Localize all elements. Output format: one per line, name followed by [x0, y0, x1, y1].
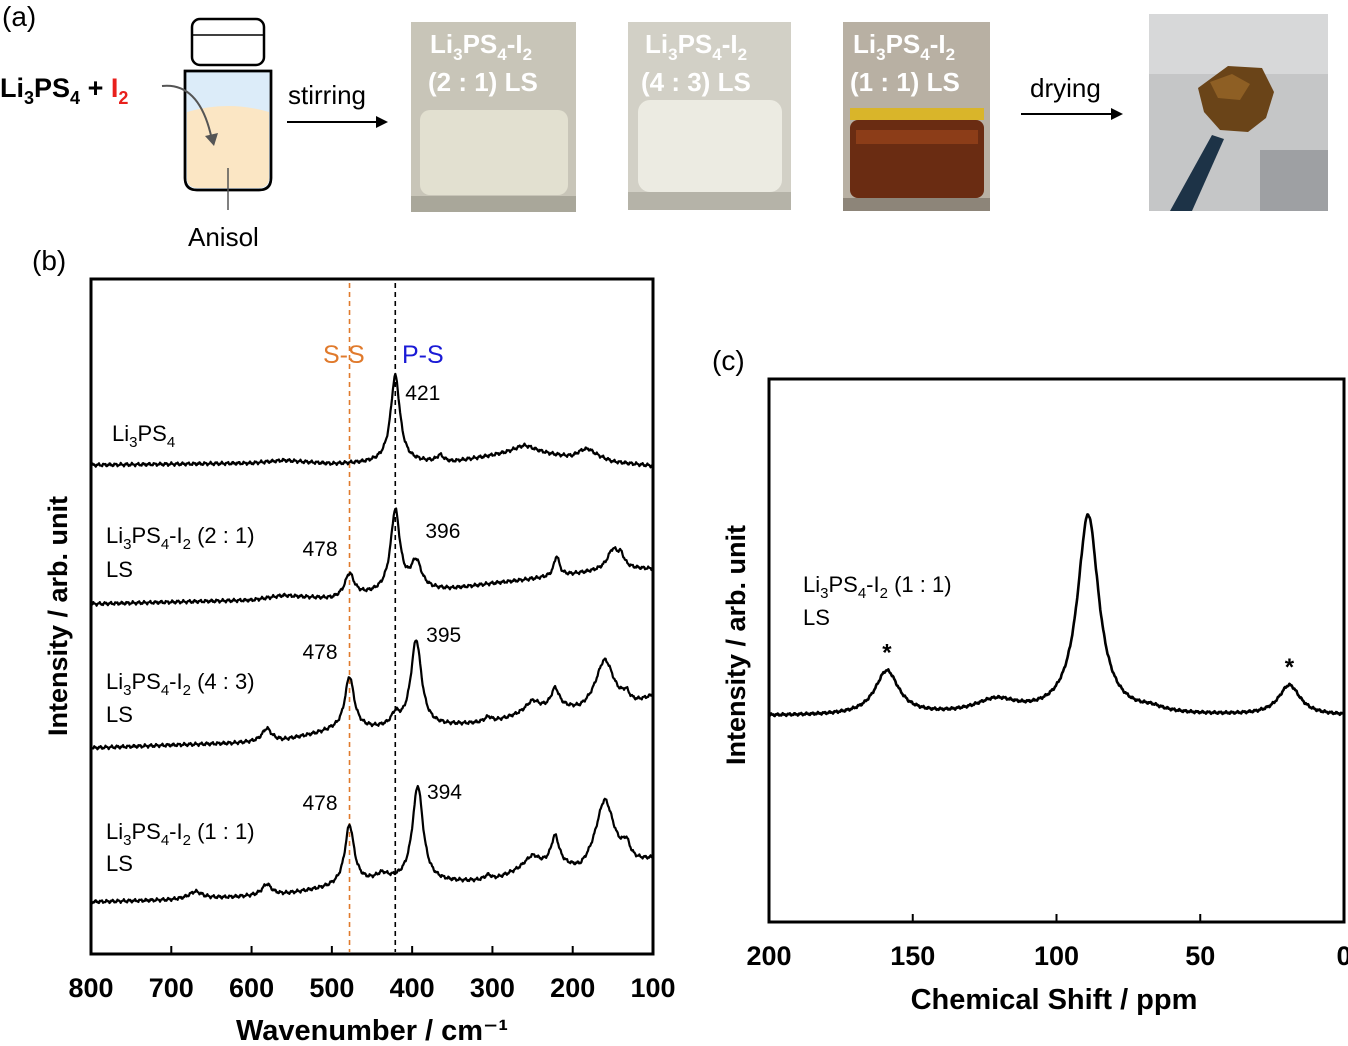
peak-label-478-4: 478 — [302, 792, 337, 815]
series-label-li3ps4: Li3PS4 — [112, 421, 175, 451]
panel-b-x-axis-title: Wavenumber / cm⁻¹ — [236, 1015, 508, 1046]
spectrum-1 — [90, 372, 654, 469]
panel-c: (c) 200 150 100 50 0 ** Li3PS4-I2 (1 : 1) LS… — [712, 345, 1348, 1016]
solvent-label: Anisol — [188, 222, 259, 252]
series-label-2-1-ls: LS — [106, 557, 133, 582]
spectrum-3 — [90, 639, 654, 751]
panel-c-y-axis-title: Intensity / arb. unit — [721, 525, 751, 765]
c-x-tick-label-150: 150 — [890, 941, 935, 971]
x-tick-label-200: 200 — [550, 973, 595, 1003]
sample-3-label-line1: Li3PS4-I2 — [853, 29, 955, 64]
x-tick-label-600: 600 — [229, 973, 274, 1003]
series-label-4-3: Li3PS4-I2 (4 : 3) — [106, 669, 255, 699]
sample-photo-3 — [843, 22, 990, 211]
sample-2-label-line2: (4 : 3) LS — [641, 67, 751, 97]
x-tick-label-300: 300 — [470, 973, 515, 1003]
series-label-1-1: Li3PS4-I2 (1 : 1) — [106, 819, 255, 849]
spectrum-2 — [90, 507, 654, 607]
spinning-sideband-marker-2: * — [1285, 654, 1295, 681]
sample-photo-2 — [628, 22, 791, 210]
peak-label-394-4: 394 — [427, 781, 462, 804]
x-tick-label-800: 800 — [68, 973, 113, 1003]
panel-c-label: (c) — [712, 345, 745, 376]
sample-2-label-line1: Li3PS4-I2 — [645, 29, 747, 64]
peak-label-421-1: 421 — [405, 382, 440, 405]
panel-b: (b) 800 700 600 500 400 300 200 100 421 478 396 47… — [32, 245, 676, 1046]
c-x-tick-label-100: 100 — [1034, 941, 1079, 971]
series-label-4-3-ls: LS — [106, 702, 133, 727]
sample-1-label-line1: Li3PS4-I2 — [430, 29, 532, 64]
c-x-tick-label-0: 0 — [1336, 941, 1348, 971]
dried-product-photo — [1149, 14, 1328, 211]
panel-c-markers: ** — [882, 639, 1295, 681]
x-tick-label-400: 400 — [390, 973, 435, 1003]
reactants-formula: Li3PS4 + I2 — [0, 73, 128, 108]
panel-c-series-label: Li3PS4-I2 (1 : 1) — [803, 572, 952, 602]
series-label-2-1: Li3PS4-I2 (2 : 1) — [106, 523, 255, 553]
panel-c-x-ticks: 200 150 100 50 0 — [746, 914, 1348, 971]
sample-photo-1 — [411, 22, 576, 212]
peak-label-395-3: 395 — [426, 624, 461, 647]
panel-b-reference-lines — [348, 283, 397, 952]
panel-b-y-axis-title: Intensity / arb. unit — [43, 496, 73, 736]
panel-b-spectra — [89, 372, 654, 905]
sample-3-label-line2: (1 : 1) LS — [850, 67, 960, 97]
x-tick-label-500: 500 — [309, 973, 354, 1003]
panel-b-label: (b) — [32, 245, 66, 276]
panel-c-spectrum — [768, 513, 1346, 718]
ref-label-ps: P-S — [402, 341, 444, 369]
peak-label-478-2: 478 — [302, 538, 337, 561]
spectrum-4 — [89, 784, 654, 905]
c-x-tick-label-200: 200 — [746, 941, 791, 971]
step-stirring-label: stirring — [288, 80, 366, 110]
ref-label-ss: S-S — [323, 341, 365, 369]
x-tick-label-700: 700 — [149, 973, 194, 1003]
sample-1-label-line2: (2 : 1) LS — [428, 67, 538, 97]
stirring-arrow — [287, 116, 388, 128]
x-tick-label-100: 100 — [630, 973, 675, 1003]
panel-a-label: (a) — [2, 1, 36, 32]
spinning-sideband-marker-1: * — [882, 639, 892, 666]
nmr-spectrum — [768, 513, 1346, 718]
vial-illustration — [161, 17, 273, 210]
panel-c-x-axis-title: Chemical Shift / ppm — [911, 984, 1198, 1016]
panel-c-series-label-ls: LS — [803, 605, 830, 630]
panel-b-axes-frame — [89, 277, 655, 956]
step-drying-label: drying — [1030, 73, 1101, 103]
panel-c-axes-frame — [767, 377, 1346, 924]
peak-label-478-3: 478 — [302, 641, 337, 664]
drying-arrow — [1021, 108, 1123, 120]
panel-a: (a) Li3PS4 + I2 Anisol stirring — [0, 1, 1328, 252]
peak-label-396-2: 396 — [425, 520, 460, 543]
series-label-1-1-ls: LS — [106, 851, 133, 876]
panel-b-peak-labels: 421 478 396 478 395 478 394 — [302, 382, 462, 815]
panel-b-x-ticks: 800 700 600 500 400 300 200 100 — [68, 946, 676, 1003]
c-x-tick-label-50: 50 — [1185, 941, 1215, 971]
